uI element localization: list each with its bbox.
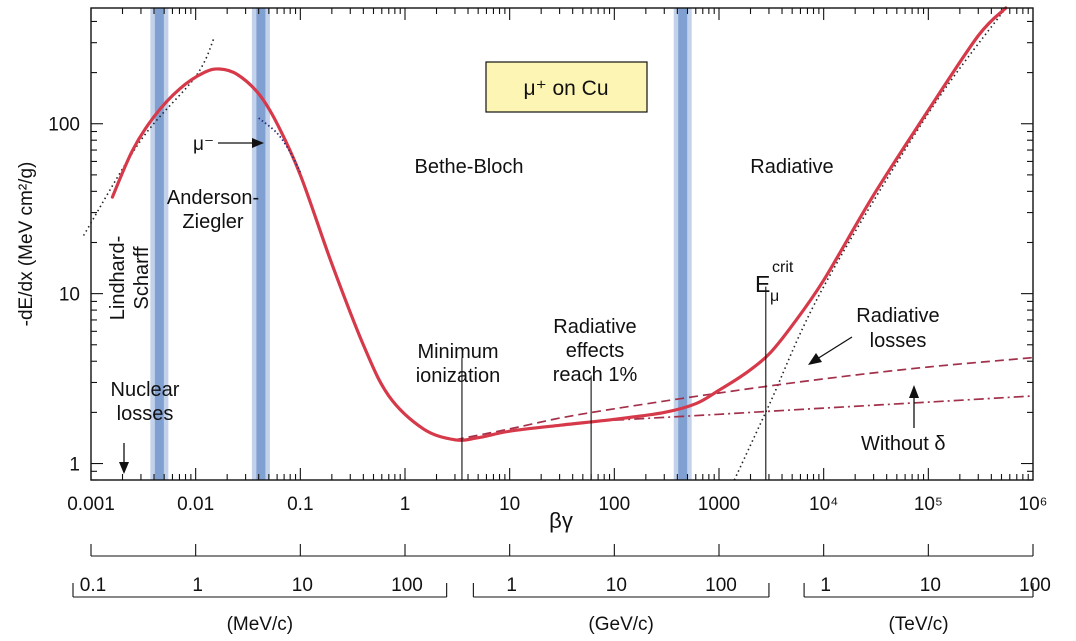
- y-axis-label: -dE/dx (MeV cm²/g): [16, 162, 37, 327]
- momentum-unit-label: (GeV/c): [588, 614, 653, 635]
- arrowhead-mu-minus: [252, 138, 264, 148]
- momentum-tick-label: 10: [920, 575, 941, 596]
- series-line-3: [614, 395, 1034, 422]
- plot-frame: [90, 7, 1034, 481]
- series-line-1: [110, 6, 1008, 442]
- band-1: [154, 8, 164, 480]
- momentum-tick-label: 1: [820, 575, 831, 596]
- label-nuclear-losses: Nuclear losses: [111, 379, 180, 425]
- x-axis-label: βγ: [549, 508, 573, 533]
- x-tick-label: 0.1: [287, 494, 313, 515]
- label-minimum-ionization: Minimum ionization: [416, 341, 501, 387]
- label-bethe-bloch: Bethe-Bloch: [415, 156, 524, 178]
- x-tick-label: 1000: [698, 494, 740, 515]
- label-mu-minus: μ⁻: [193, 134, 214, 155]
- shaded-bands: [150, 8, 692, 480]
- x-tick-label: 0.01: [177, 494, 214, 515]
- e-crit-sup: crit: [772, 259, 794, 276]
- momentum-unit-label: (MeV/c): [227, 614, 294, 635]
- series-line-6: [733, 7, 1007, 481]
- axis-ticks: [90, 8, 1033, 481]
- x-tick-label: 1: [400, 494, 411, 515]
- y-tick-label: 1: [69, 455, 80, 476]
- label-radiative-effects: Radiative effects reach 1%: [553, 316, 638, 386]
- series-layer: [82, 6, 1034, 481]
- series-line-4: [82, 37, 215, 236]
- x-tick-label: 10⁶: [1019, 494, 1048, 515]
- momentum-tick-label: 1: [506, 575, 517, 596]
- arrow-radiative-losses: [816, 336, 853, 360]
- e-crit-sub: μ: [770, 288, 779, 305]
- momentum-tick-label: 10: [292, 575, 313, 596]
- label-anderson-ziegler: Anderson-Ziegler: [167, 187, 259, 233]
- x-tick-label: 100: [598, 494, 630, 515]
- momentum-scales: 0.1 1 10 100 (MeV/c) 1 10 100 (GeV/c) 1 10 100 (TeV/…: [72, 544, 1051, 635]
- label-radiative-losses: Radiative losses: [856, 305, 939, 352]
- band-2: [256, 8, 266, 480]
- x-tick-label: 10⁵: [914, 494, 943, 515]
- label-lindhard-scharff: Lindhard- Scharff: [107, 236, 153, 321]
- label-without-delta: Without δ: [861, 433, 946, 455]
- momentum-tick-label: 0.1: [80, 575, 106, 596]
- arrowhead-without-delta: [909, 385, 919, 398]
- momentum-tick-label: 100: [705, 575, 737, 596]
- chart-title: μ⁺ on Cu: [523, 77, 608, 100]
- band-3: [678, 8, 688, 480]
- e-crit-label: E μ crit: [755, 259, 794, 305]
- series-line-2: [454, 356, 1034, 441]
- title-box: μ⁺ on Cu: [485, 61, 648, 113]
- x-tick-label: 10: [499, 494, 520, 515]
- x-tick-label: 0.001: [67, 494, 115, 515]
- momentum-tick-label: 1: [192, 575, 203, 596]
- momentum-tick-label: 100: [1019, 575, 1051, 596]
- momentum-unit-label: (TeV/c): [888, 614, 948, 635]
- y-tick-label: 10: [59, 285, 80, 306]
- marker-lines: [461, 286, 767, 480]
- momentum-tick-label: 100: [391, 575, 423, 596]
- x-tick-labels: 0.001 0.01 0.1 1 10 100 1000 10⁴ 10⁵ 10⁶: [67, 494, 1047, 515]
- e-crit-e: E: [755, 271, 770, 297]
- y-tick-labels: 1 10 100: [48, 115, 80, 476]
- label-radiative: Radiative: [750, 156, 833, 178]
- momentum-tick-label: 10: [606, 575, 627, 596]
- y-tick-label: 100: [48, 115, 80, 136]
- arrowhead-nuclear-losses: [119, 462, 129, 474]
- arrowhead-radiative-losses: [808, 353, 822, 365]
- x-tick-label: 10⁴: [809, 494, 838, 515]
